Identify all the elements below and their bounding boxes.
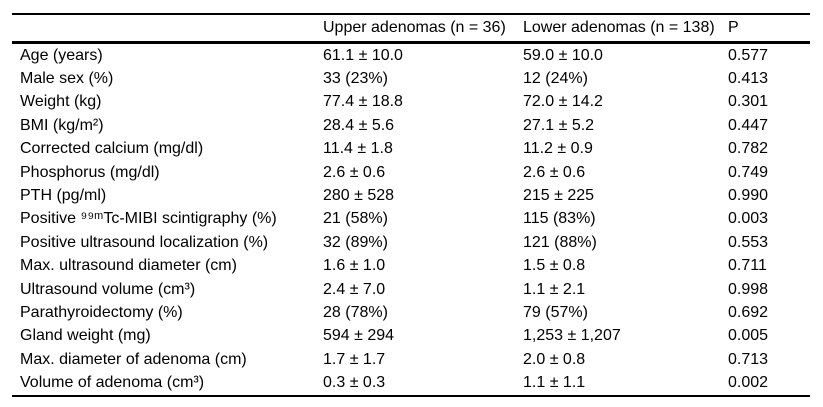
upper-value: 0.3 ± 0.3 [323,374,386,392]
p-value: 0.998 [728,280,769,298]
row-label: Phosphorus (mg/dl) [20,163,160,181]
upper-value: 32 (89%) [323,233,388,251]
p-value: 0.553 [728,233,769,251]
table-row: Corrected calcium (mg/dl) 11.4 ± 1.8 11.… [12,138,810,161]
upper-value: 280 ± 528 [323,187,395,205]
row-label: Max. diameter of adenoma (cm) [20,350,247,368]
upper-value: 28 (78%) [323,303,388,321]
column-header-blank [12,14,323,44]
table-row: Ultrasound volume (cm³) 2.4 ± 7.0 1.1 ± … [12,278,810,301]
lower-value: 215 ± 225 [523,187,595,205]
p-value: 0.301 [728,93,769,111]
row-label: PTH (pg/ml) [20,187,107,205]
row-label: Corrected calcium (mg/dl) [20,140,204,158]
table-row: Parathyroidectomy (%) 28 (78%) 79 (57%) … [12,301,810,324]
p-value: 0.577 [728,46,769,64]
upper-value: 594 ± 294 [323,327,395,345]
row-label: Positive ultrasound localization (%) [20,233,269,251]
row-label: Positive ⁹⁹ᵐTc-MIBI scintigraphy (%) [20,210,277,228]
table-row: Max. diameter of adenoma (cm) 1.7 ± 1.7 … [12,348,810,371]
upper-value: 28.4 ± 5.6 [323,116,395,134]
table-row: Max. ultrasound diameter (cm) 1.6 ± 1.0 … [12,255,810,278]
lower-value: 2.0 ± 0.8 [523,350,586,368]
p-value: 0.413 [728,70,769,88]
lower-value: 72.0 ± 14.2 [523,93,603,111]
p-value: 0.782 [728,140,769,158]
p-value: 0.713 [728,350,769,368]
lower-value: 59.0 ± 10.0 [523,46,603,64]
p-value: 0.002 [728,374,769,392]
column-header-upper-adenomas: Upper adenomas (n = 36) [323,14,523,44]
column-header-p: P [728,14,810,44]
lower-value: 1,253 ± 1,207 [523,327,621,345]
row-label: Parathyroidectomy (%) [20,303,183,321]
adenoma-comparison-table: Upper adenomas (n = 36) Lower adenomas (… [12,13,810,397]
table-row: Volume of adenoma (cm³) 0.3 ± 0.3 1.1 ± … [12,371,810,395]
header-row: Upper adenomas (n = 36) Lower adenomas (… [12,14,810,44]
lower-value: 1.1 ± 1.1 [523,374,586,392]
row-label: Male sex (%) [20,70,114,88]
table-row: Positive ⁹⁹ᵐTc-MIBI scintigraphy (%) 21 … [12,208,810,231]
lower-value: 2.6 ± 0.6 [523,163,586,181]
table-row: Phosphorus (mg/dl) 2.6 ± 0.6 2.6 ± 0.6 0… [12,161,810,184]
row-label: Ultrasound volume (cm³) [20,280,196,298]
p-value: 0.749 [728,163,769,181]
lower-value: 1.1 ± 2.1 [523,280,586,298]
upper-value: 2.6 ± 0.6 [323,163,386,181]
p-value: 0.003 [728,210,769,228]
table-row: Male sex (%) 33 (23%) 12 (24%) 0.413 [12,67,810,90]
upper-value: 33 (23%) [323,70,388,88]
table-row: Gland weight (mg) 594 ± 294 1,253 ± 1,20… [12,325,810,348]
p-value: 0.711 [728,257,767,275]
lower-value: 12 (24%) [523,70,588,88]
table-row: Weight (kg) 77.4 ± 18.8 72.0 ± 14.2 0.30… [12,91,810,114]
p-value: 0.447 [728,116,769,134]
upper-value: 1.7 ± 1.7 [323,350,386,368]
row-label: Max. ultrasound diameter (cm) [20,257,237,275]
table-row: BMI (kg/m²) 28.4 ± 5.6 27.1 ± 5.2 0.447 [12,114,810,137]
lower-value: 11.2 ± 0.9 [523,140,593,158]
upper-value: 21 (58%) [323,210,388,228]
row-label: Gland weight (mg) [20,327,151,345]
lower-value: 121 (88%) [523,233,597,251]
p-value: 0.692 [728,303,769,321]
upper-value: 61.1 ± 10.0 [323,46,403,64]
upper-value: 77.4 ± 18.8 [323,93,403,111]
lower-value: 27.1 ± 5.2 [523,116,595,134]
row-label: Weight (kg) [20,93,102,111]
table-row: Age (years) 61.1 ± 10.0 59.0 ± 10.0 0.57… [12,43,810,68]
row-label: Age (years) [20,46,103,64]
table-row: PTH (pg/ml) 280 ± 528 215 ± 225 0.990 [12,184,810,207]
lower-value: 115 (83%) [523,210,596,228]
row-label: BMI (kg/m²) [20,116,104,134]
p-value: 0.005 [728,327,769,345]
upper-value: 2.4 ± 7.0 [323,280,386,298]
p-value: 0.990 [728,187,769,205]
lower-value: 79 (57%) [523,303,588,321]
row-label: Volume of adenoma (cm³) [20,374,205,392]
upper-value: 11.4 ± 1.8 [323,140,393,158]
upper-value: 1.6 ± 1.0 [323,257,386,275]
column-header-lower-adenomas: Lower adenomas (n = 138) [523,14,728,44]
lower-value: 1.5 ± 0.8 [523,257,586,275]
table-row: Positive ultrasound localization (%) 32 … [12,231,810,254]
